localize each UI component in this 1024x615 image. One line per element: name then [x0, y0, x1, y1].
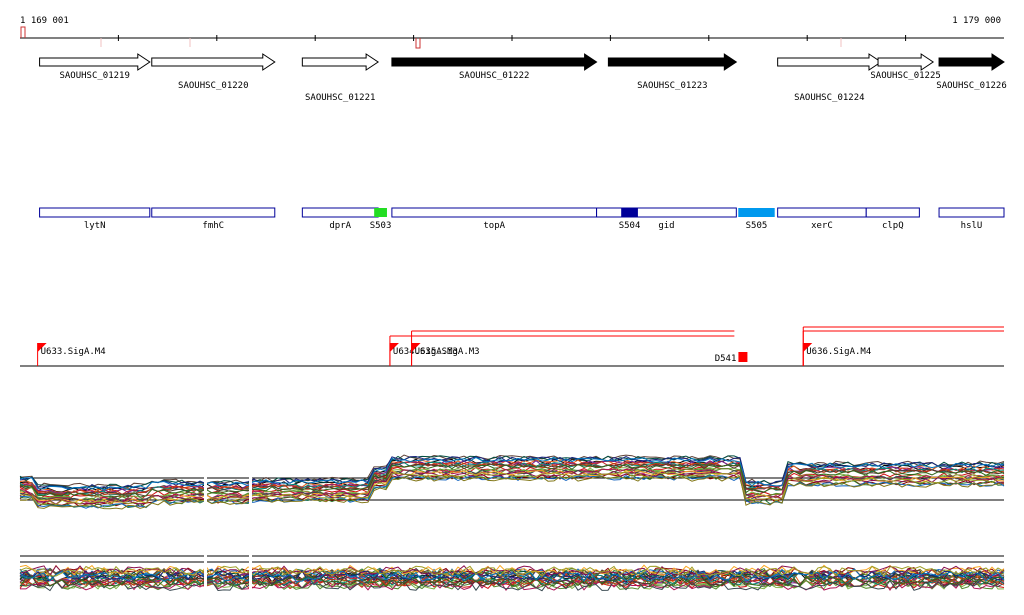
tu-label: U633.SigA.M4	[41, 347, 106, 357]
expression-profile-line	[19, 574, 1005, 587]
tu-flag-u633-siga-m4[interactable]	[37, 343, 47, 352]
expression-profile-line	[19, 579, 1005, 592]
locus-label: SAOUHSC_01221	[305, 93, 375, 103]
gene-label: clpQ	[882, 221, 904, 231]
locus-label: SAOUHSC_01220	[178, 81, 248, 91]
range-start-label: 1 169 001	[20, 16, 69, 26]
track-gap	[204, 476, 207, 526]
ruler-ticks	[20, 26, 907, 49]
locus-label: SAOUHSC_01223	[637, 81, 707, 91]
expression-track-2	[19, 554, 1005, 600]
track-gap	[249, 554, 252, 600]
tu-label: U635.SigA.M3	[415, 347, 480, 357]
expression-profile-line	[19, 475, 1005, 510]
expression-profile-line	[19, 470, 1005, 505]
range-end-label: 1 179 000	[952, 16, 1001, 26]
locus-arrow-saouhsc_01225[interactable]	[877, 53, 935, 71]
gene-box-xerc[interactable]	[777, 207, 867, 218]
expression-profile-line	[19, 468, 1005, 502]
range-start-marker	[20, 26, 26, 38]
expression-profile-line	[19, 471, 1005, 506]
expression-profile-line	[19, 462, 1005, 497]
locus-tag-track: SAOUHSC_01219 SAOUHSC_01220 SAOUHSC_01221 S…	[39, 53, 1007, 103]
expression-profile-line	[19, 456, 1005, 491]
tu-flag-u636-siga-m4[interactable]	[803, 343, 813, 352]
gene-label: xerC	[811, 221, 833, 231]
expression-profile-line	[19, 565, 1005, 578]
tu-label: U636.SigA.M4	[806, 347, 871, 357]
ruler-position-marker	[415, 38, 421, 49]
gene-label: topA	[483, 221, 505, 231]
coordinate-ruler: 1 169 001 1 179 000	[20, 16, 1004, 49]
expression-profile-line	[19, 463, 1005, 497]
expression-profile-line	[19, 564, 1005, 577]
locus-arrow-saouhsc_01226[interactable]	[938, 53, 1005, 71]
segment-box-s504[interactable]	[621, 208, 638, 217]
track-gap	[204, 554, 207, 600]
gene-box-hslu[interactable]	[938, 207, 1005, 218]
gene-label: dprA	[329, 221, 351, 231]
gene-label: lytN	[84, 221, 106, 231]
gene-box-topa[interactable]	[391, 207, 598, 218]
gene-box-fmhc[interactable]	[151, 207, 276, 218]
locus-arrow-saouhsc_01219[interactable]	[39, 53, 151, 71]
tu-flag-u634-siga-m3[interactable]	[389, 343, 399, 352]
expression-profile-line	[19, 455, 1005, 490]
gene-box-clpq[interactable]	[865, 207, 920, 218]
locus-label: SAOUHSC_01226	[936, 81, 1006, 91]
downshift-marker[interactable]	[738, 352, 748, 362]
expression-track-1	[19, 454, 1005, 526]
gene-label: gid	[658, 221, 674, 231]
locus-label: SAOUHSC_01225	[870, 71, 940, 81]
locus-arrow-saouhsc_01221[interactable]	[301, 53, 380, 71]
locus-arrow-saouhsc_01223[interactable]	[607, 53, 738, 71]
tu-flag-u635-siga-m3[interactable]	[411, 343, 421, 352]
locus-arrow-saouhsc_01222[interactable]	[391, 53, 598, 71]
gene-label: fmhC	[202, 221, 224, 231]
locus-label: SAOUHSC_01219	[59, 71, 129, 81]
gene-box-lytn[interactable]	[39, 207, 151, 218]
segment-box-s503[interactable]	[374, 208, 387, 217]
gene-box-gid[interactable]	[596, 207, 737, 218]
segment-label: S503	[370, 221, 392, 231]
gene-label: hslU	[961, 221, 983, 231]
gene-box-dpra[interactable]	[301, 207, 379, 218]
locus-arrow-saouhsc_01224[interactable]	[777, 53, 882, 71]
expression-profile-line	[19, 455, 1005, 490]
tu-label: U634.SigA.M3	[393, 347, 458, 357]
segment-box-s505[interactable]	[738, 208, 775, 217]
segment-label: S504	[619, 221, 641, 231]
expression-profile-line	[19, 570, 1005, 582]
expression-profile-line	[19, 575, 1005, 588]
track-gap	[249, 476, 252, 526]
locus-arrow-saouhsc_01220[interactable]	[151, 53, 276, 71]
downshift-label: D541	[715, 354, 737, 364]
segment-label: S505	[746, 221, 768, 231]
locus-label: SAOUHSC_01224	[794, 93, 864, 103]
expression-profile-line	[19, 463, 1005, 498]
locus-label: SAOUHSC_01222	[459, 71, 529, 81]
gene-track: lytN fmhC dprA topA gid xerC clpQ hslU S503 S504 S…	[39, 207, 1005, 231]
